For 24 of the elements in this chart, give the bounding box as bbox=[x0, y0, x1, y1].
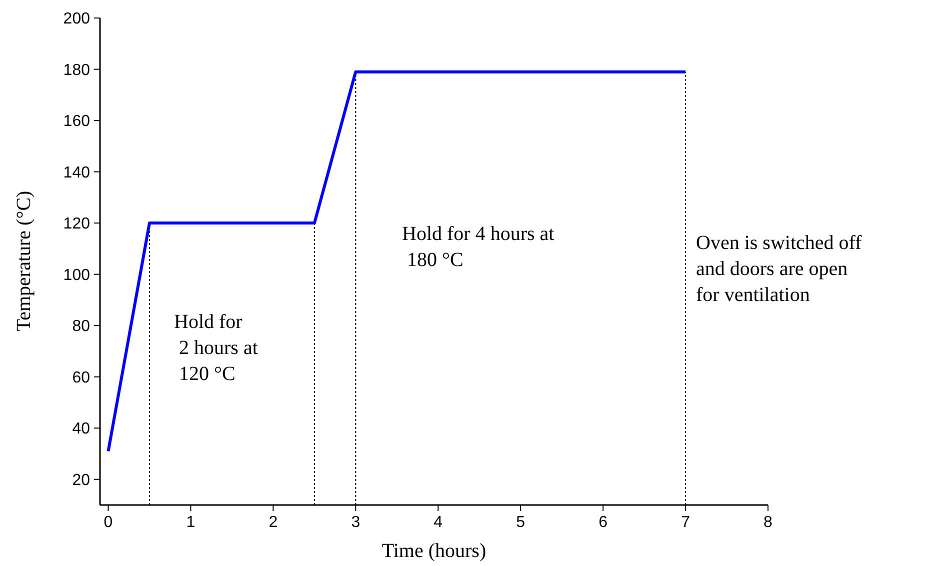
x-tick-label: 7 bbox=[681, 514, 690, 531]
annotation: Hold for 2 hours at 120 °C bbox=[174, 311, 258, 385]
x-tick-label: 5 bbox=[516, 514, 526, 531]
y-tick-label: 140 bbox=[63, 164, 90, 182]
x-tick-label: 2 bbox=[268, 514, 278, 531]
x-tick-label: 3 bbox=[351, 514, 360, 531]
x-tick-label: 1 bbox=[186, 514, 196, 531]
y-tick-label: 200 bbox=[63, 10, 90, 28]
y-tick-label: 20 bbox=[72, 472, 90, 489]
y-tick-label: 160 bbox=[63, 113, 90, 130]
x-tick-label: 0 bbox=[104, 514, 113, 531]
x-tick-label: 8 bbox=[764, 514, 773, 531]
y-tick-label: 60 bbox=[72, 369, 90, 386]
x-tick-label: 4 bbox=[434, 514, 443, 531]
x-tick-label: 6 bbox=[598, 514, 608, 531]
x-axis-title: Time (hours) bbox=[382, 540, 486, 562]
annotation: Oven is switched off and doors are open for ventilation bbox=[696, 232, 862, 306]
y-tick-label: 80 bbox=[72, 318, 90, 336]
y-tick-label: 180 bbox=[63, 62, 90, 79]
y-tick-label: 100 bbox=[63, 266, 90, 284]
y-tick-label: 120 bbox=[63, 216, 90, 233]
y-tick-label: 40 bbox=[72, 420, 90, 438]
y-axis-title: Temperature (°C) bbox=[13, 190, 35, 332]
annotation: Hold for 4 hours at 180 °C bbox=[402, 223, 555, 271]
